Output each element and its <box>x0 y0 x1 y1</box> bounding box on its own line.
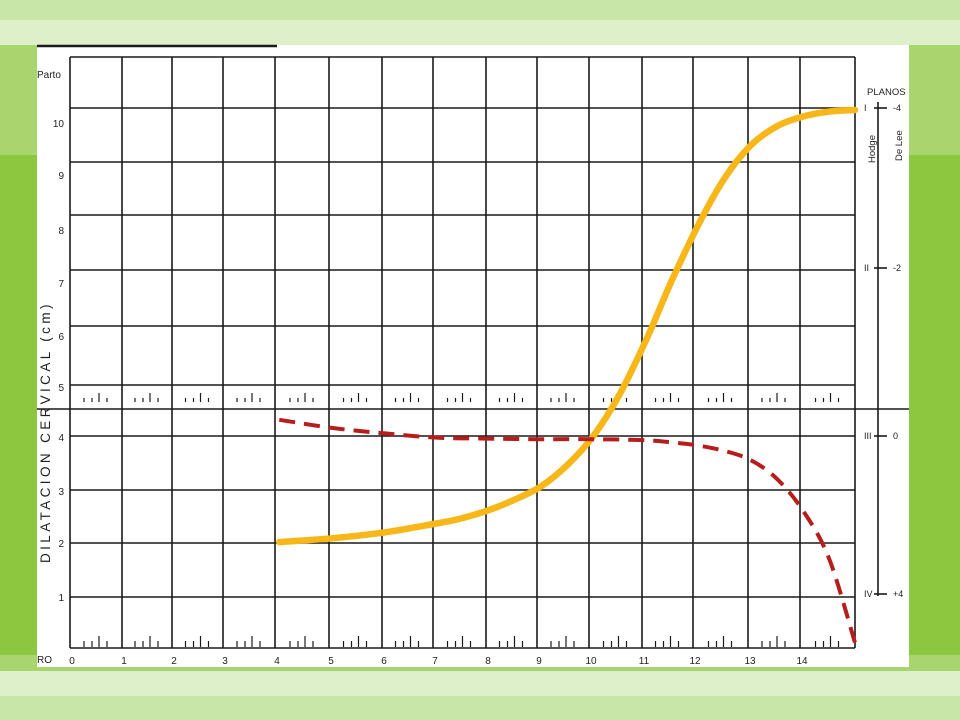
bottom-band-outer <box>0 696 960 720</box>
planos-title: PLANOS <box>867 87 906 98</box>
x-tick-label: 14 <box>796 656 808 667</box>
y-tick-label: 10 <box>53 119 65 130</box>
delee-tick-label: +4 <box>893 589 903 599</box>
series-line-dashed <box>279 417 857 644</box>
x-tick-label: 8 <box>485 656 491 667</box>
hodge-tick-label: I <box>864 103 867 113</box>
x-tick-label: 12 <box>689 656 701 667</box>
y-tick-label: 6 <box>58 332 64 343</box>
y-axis-label: DILATACION CERVICAL (cm) <box>38 301 53 563</box>
delee-tick-label: 0 <box>893 431 898 441</box>
chart-paper <box>37 45 909 667</box>
x-tick-label: 6 <box>381 656 387 667</box>
x-tick-label: 13 <box>744 656 756 667</box>
x-tick-label: 11 <box>639 656 650 667</box>
grid <box>37 56 909 649</box>
x-tick-label: 5 <box>328 656 334 667</box>
delee-tick-label: -2 <box>893 263 901 273</box>
y-tick-label: 9 <box>58 171 64 182</box>
delee-label: De Lee <box>894 130 905 161</box>
hodge-tick-label: III <box>864 431 872 441</box>
y-tick-label: 4 <box>58 433 64 444</box>
y-tick-label: 3 <box>58 487 64 498</box>
y-tick-label: 5 <box>58 383 64 394</box>
x-tick-label: 10 <box>585 656 597 667</box>
delee-tick-label: -4 <box>893 103 901 113</box>
bottom-band-inner <box>0 671 960 696</box>
y-tick-label: 7 <box>58 279 64 290</box>
y-top-label: Parto <box>37 70 61 81</box>
x-tick-label: 1 <box>121 656 127 667</box>
x-tick-label: 7 <box>432 656 438 667</box>
hodge-label: Hodge <box>867 135 878 163</box>
x-origin-label: RO <box>37 655 52 666</box>
y-tick-label: 8 <box>58 226 64 237</box>
top-band-inner <box>0 20 960 45</box>
hodge-tick-label: II <box>864 263 869 273</box>
x-tick-label: 4 <box>274 656 280 667</box>
y-tick-label: 2 <box>58 539 64 550</box>
hodge-tick-label: IV <box>864 589 873 599</box>
x-tick-label: 3 <box>222 656 228 667</box>
series <box>276 106 859 644</box>
x-tick-label: 2 <box>171 656 177 667</box>
x-tick-label: 9 <box>536 656 542 667</box>
x-tick-label: 0 <box>69 656 75 667</box>
series-line-solid <box>276 106 859 546</box>
top-band-outer <box>0 0 960 20</box>
y-tick-label: 1 <box>58 593 64 604</box>
